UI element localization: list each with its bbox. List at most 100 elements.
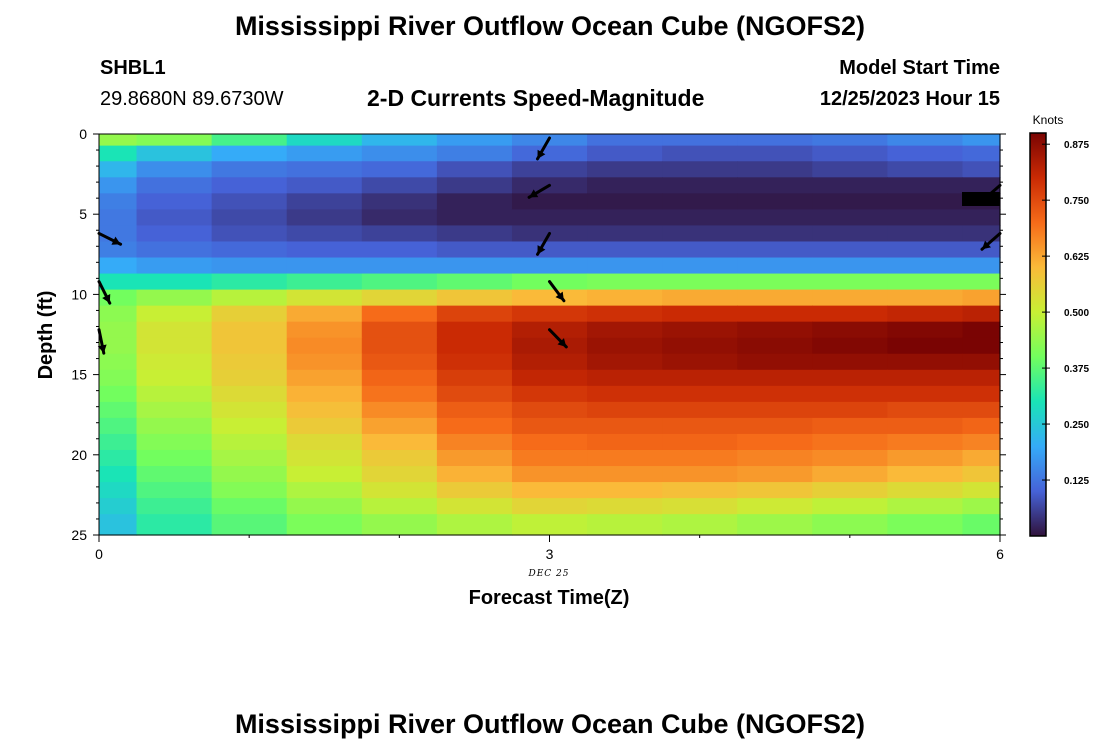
heatmap-cell (812, 449, 888, 467)
heatmap-cell (361, 209, 438, 227)
heatmap-cell (99, 385, 138, 403)
heatmap-cell (436, 257, 513, 275)
heatmap-cell (812, 145, 888, 162)
heatmap-cell (662, 385, 738, 403)
heatmap-cell (136, 369, 213, 387)
heatmap-cell (361, 305, 438, 323)
heatmap-cell (99, 482, 138, 499)
heatmap-cell (211, 433, 288, 451)
heatmap-cell (587, 193, 663, 210)
heatmap-cell (99, 321, 138, 339)
heatmap-cell (211, 145, 288, 162)
heatmap-cell (662, 401, 738, 419)
heatmap-cell (511, 369, 588, 387)
heatmap-cell (737, 289, 813, 307)
heatmap-cell (211, 193, 288, 210)
heatmap-cell (737, 209, 813, 227)
heatmap-cell (587, 257, 663, 275)
heatmap-cell (812, 433, 888, 451)
colorbar-tick-label: 0.500 (1064, 308, 1089, 319)
heatmap-cell (587, 449, 663, 467)
heatmap-cell (662, 145, 738, 162)
heatmap-cell (211, 417, 288, 435)
heatmap-cell (211, 305, 288, 323)
heatmap-cell (962, 273, 1001, 291)
heatmap-cell (136, 449, 213, 467)
y-tick-label: 5 (79, 206, 87, 222)
heatmap-cell (887, 401, 964, 419)
heatmap-cell (587, 482, 663, 499)
colorbar-unit-label: Knots (1033, 113, 1064, 127)
heatmap-cell (361, 337, 438, 355)
heatmap-cell (737, 417, 813, 435)
station-id: SHBL1 (100, 57, 166, 79)
heatmap-cell (962, 433, 1001, 451)
heatmap-cell (286, 321, 363, 339)
heatmap-cell (436, 145, 513, 162)
heatmap-cell (587, 209, 663, 227)
model-start-value: 12/25/2023 Hour 15 (819, 88, 1000, 110)
heatmap-cell (887, 273, 964, 291)
heatmap-cell (737, 466, 813, 483)
heatmap-cell (136, 514, 213, 536)
heatmap-cell (812, 466, 888, 483)
heatmap-cell (286, 466, 363, 483)
heatmap-cell (662, 353, 738, 371)
heatmap-cell (361, 177, 438, 194)
colorbar-gradient (1029, 132, 1047, 537)
heatmap-cell (286, 498, 363, 515)
heatmap-cell (136, 161, 213, 178)
heatmap-cell (662, 466, 738, 483)
heatmap-cell (99, 433, 138, 451)
colorbar-tick-label: 0.750 (1064, 196, 1089, 207)
heatmap-cell (99, 449, 138, 467)
heatmap-cell (962, 498, 1001, 515)
heatmap-cell (511, 209, 588, 227)
heatmap-cell (662, 209, 738, 227)
heatmap-cell (511, 353, 588, 371)
heatmap-cell (887, 482, 964, 499)
heatmap-cell (99, 177, 138, 194)
heatmap-cell (136, 498, 213, 515)
heatmap-cell (286, 482, 363, 499)
model-start-label: Model Start Time (839, 57, 1000, 79)
heatmap-cell (136, 273, 213, 291)
heatmap-cell (887, 433, 964, 451)
heatmap-cell (99, 498, 138, 515)
heatmap-cell (962, 514, 1001, 536)
heatmap-cell (812, 337, 888, 355)
heatmap-cell (962, 145, 1001, 162)
heatmap-cell (436, 161, 513, 178)
heatmap-cell (511, 161, 588, 178)
heatmap-cell (812, 225, 888, 243)
heatmap-cell (887, 385, 964, 403)
heatmap-cell (887, 353, 964, 371)
heatmap-cell (286, 161, 363, 178)
heatmap-cell (962, 353, 1001, 371)
heatmap-cell (737, 177, 813, 194)
heatmap-cell (286, 225, 363, 243)
heatmap-cell (812, 273, 888, 291)
heatmap-cell (511, 257, 588, 275)
heatmap-cell (662, 193, 738, 210)
heatmap-cell (99, 466, 138, 483)
heatmap-cell (99, 134, 138, 147)
heatmap-cell (211, 482, 288, 499)
heatmap-cell (436, 134, 513, 147)
heatmap-cell (511, 417, 588, 435)
x-axis-label: Forecast Time(Z) (469, 587, 630, 609)
heatmap-cell (812, 514, 888, 536)
heatmap-cell (662, 134, 738, 147)
heatmap-cell (436, 193, 513, 210)
heatmap-cell (812, 289, 888, 307)
heatmap-cell (436, 401, 513, 419)
heatmap-cell (737, 498, 813, 515)
heatmap-cell (436, 449, 513, 467)
heatmap-cell (587, 305, 663, 323)
heatmap-cell (511, 449, 588, 467)
heatmap-cell (436, 482, 513, 499)
heatmap-cell (887, 289, 964, 307)
heatmap-cell (361, 466, 438, 483)
heatmap-cell (662, 337, 738, 355)
heatmap-cell (286, 433, 363, 451)
